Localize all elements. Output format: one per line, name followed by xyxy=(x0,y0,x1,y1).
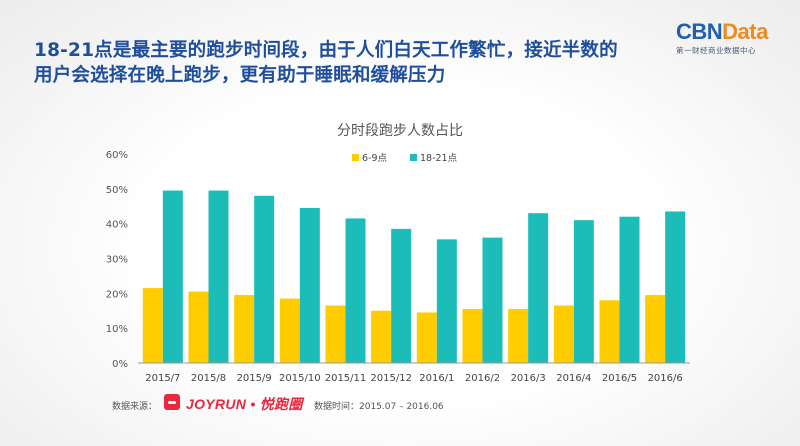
y-tick-label: 40% xyxy=(106,220,128,231)
x-tick-label: 2016/3 xyxy=(511,373,546,384)
bar-morning xyxy=(416,312,437,363)
joyrun-icon xyxy=(164,394,180,410)
bar-morning xyxy=(553,305,574,363)
y-tick-label: 50% xyxy=(106,185,128,196)
headline-line-2: 用户会选择在晚上跑步，更有助于睡眠和缓解压力 xyxy=(34,65,446,86)
legend-swatch xyxy=(410,154,417,161)
cbndata-logo: CBNData 第一财经商业数据中心 xyxy=(676,20,786,56)
x-tick-label: 2016/4 xyxy=(556,373,591,384)
bar-evening xyxy=(391,228,412,363)
x-tick-label: 2015/7 xyxy=(145,373,180,384)
y-axis: 0% 10% 20% 30% 40% 50% 60% xyxy=(106,150,128,370)
chart-title: 分时段跑步人数占比 xyxy=(337,123,463,139)
page-headline: 18-21点是最主要的跑步时间段，由于人们白天工作繁忙，接近半数的 用户会选择在… xyxy=(34,38,654,88)
bar-morning xyxy=(508,309,529,363)
source-label: 数据来源： xyxy=(112,402,158,412)
bar-evening xyxy=(208,190,229,363)
bar-evening xyxy=(345,218,366,363)
x-tick-label: 2016/1 xyxy=(419,373,454,384)
bar-morning xyxy=(188,291,209,363)
bar-morning xyxy=(234,295,255,363)
bar-evening xyxy=(573,220,594,363)
bar-evening xyxy=(619,216,640,363)
x-tick-label: 2015/8 xyxy=(191,373,226,384)
bar-evening xyxy=(299,207,320,363)
y-tick-label: 0% xyxy=(112,359,128,370)
logo-wordmark: CBNData xyxy=(676,20,786,44)
legend-label: 6-9点 xyxy=(362,153,388,164)
x-tick-label: 2016/6 xyxy=(648,373,683,384)
headline-line-1: 18-21点是最主要的跑步时间段，由于人们白天工作繁忙，接近半数的 xyxy=(34,40,618,61)
bar-morning xyxy=(599,300,620,363)
bar-morning xyxy=(325,305,346,363)
bar-morning xyxy=(142,288,163,363)
logo-cbn-text: CBN xyxy=(676,19,723,44)
bar-morning xyxy=(371,310,392,363)
y-tick-label: 30% xyxy=(106,255,128,266)
bar-evening xyxy=(162,190,183,363)
bar-morning xyxy=(645,295,666,363)
logo-data-text: Data xyxy=(722,19,768,44)
y-tick-label: 60% xyxy=(106,150,128,161)
x-tick-label: 2015/11 xyxy=(325,373,367,384)
bar-morning xyxy=(279,298,300,363)
x-tick-label: 2015/10 xyxy=(279,373,321,384)
joyrun-brand: JOYRUN • 悦跑圈 xyxy=(186,396,303,412)
legend-swatch xyxy=(352,154,359,161)
y-tick-label: 20% xyxy=(106,289,128,300)
bar-morning xyxy=(462,309,483,363)
x-axis: 2015/7 2015/8 2015/9 2015/10 2015/11 2015/12 2… xyxy=(138,362,690,384)
data-period: 数据时间：2015.07 – 2016.06 xyxy=(314,402,444,412)
chart-legend: 6-9点 18-21点 xyxy=(352,153,458,164)
bar-evening xyxy=(528,213,549,363)
x-tick-label: 2016/5 xyxy=(602,373,637,384)
legend-label: 18-21点 xyxy=(420,153,458,164)
bar-evening xyxy=(482,237,503,363)
bar-evening xyxy=(254,195,275,363)
bar-evening xyxy=(665,211,686,363)
logo-subtitle: 第一财经商业数据中心 xyxy=(676,46,756,55)
y-tick-label: 10% xyxy=(106,324,128,335)
bar-evening xyxy=(436,239,457,363)
x-tick-label: 2015/12 xyxy=(370,373,412,384)
x-tick-label: 2016/2 xyxy=(465,373,500,384)
bars-group xyxy=(142,190,686,363)
x-tick-label: 2015/9 xyxy=(237,373,272,384)
